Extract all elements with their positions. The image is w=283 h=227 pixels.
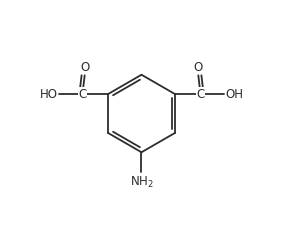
- Text: NH$_2$: NH$_2$: [130, 175, 153, 190]
- Text: C: C: [196, 88, 205, 101]
- Text: C: C: [78, 88, 87, 101]
- Text: O: O: [80, 61, 90, 74]
- Text: OH: OH: [225, 88, 243, 101]
- Text: HO: HO: [40, 88, 58, 101]
- Text: O: O: [193, 61, 203, 74]
